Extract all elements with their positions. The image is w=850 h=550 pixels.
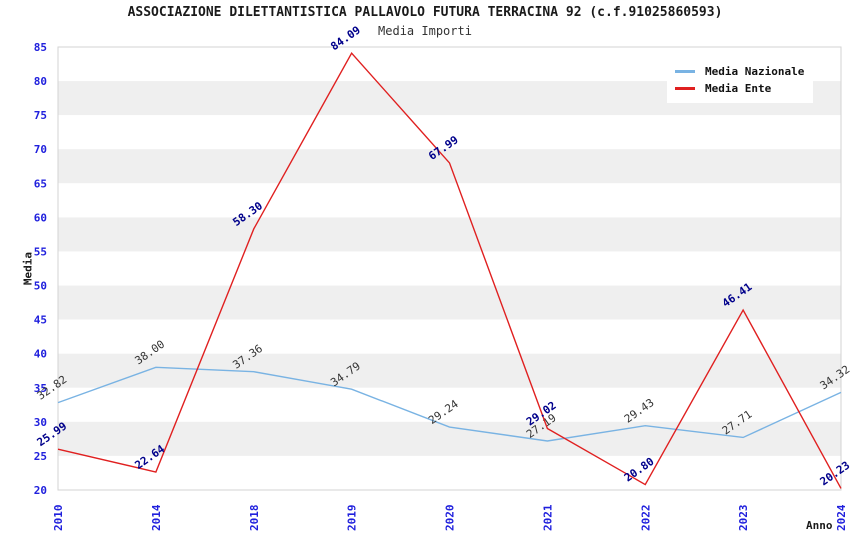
y-tick-label: 50 xyxy=(34,280,47,293)
x-tick-label: 2022 xyxy=(639,505,652,532)
x-tick-label: 2023 xyxy=(737,505,750,532)
y-tick-label: 85 xyxy=(34,41,47,54)
legend: Media Nazionale Media Ente xyxy=(667,57,813,103)
chart-subtitle: Media Importi xyxy=(378,24,472,38)
y-tick-label: 25 xyxy=(34,450,47,463)
y-tick-label: 35 xyxy=(34,382,47,395)
x-tick-label: 2018 xyxy=(248,505,261,532)
plot-border xyxy=(57,46,842,491)
y-tick-label: 65 xyxy=(34,177,47,190)
legend-label-ente: Media Ente xyxy=(705,82,772,95)
y-tick-label: 70 xyxy=(34,143,47,156)
chart-title: ASSOCIAZIONE DILETTANTISTICA PALLAVOLO F… xyxy=(127,5,723,20)
legend-item-media-ente: Media Ente xyxy=(675,81,805,96)
legend-item-media-nazionale: Media Nazionale xyxy=(675,64,805,79)
y-tick-label: 40 xyxy=(34,348,47,361)
x-tick-label: 2024 xyxy=(835,504,848,531)
y-axis-title: Media xyxy=(21,251,35,286)
y-tick-label: 30 xyxy=(34,416,47,429)
y-tick-label: 20 xyxy=(34,484,47,497)
x-tick-label: 2020 xyxy=(444,505,457,532)
plot-band xyxy=(58,115,841,150)
y-tick-label: 45 xyxy=(34,314,47,327)
plot-band xyxy=(58,285,841,320)
y-tick-label: 75 xyxy=(34,109,47,122)
x-axis-title: Anno xyxy=(806,519,833,532)
plot-band xyxy=(58,455,841,490)
plot-band xyxy=(58,387,841,422)
plot-band xyxy=(58,251,841,286)
x-tick-label: 2021 xyxy=(541,504,554,531)
plot-band xyxy=(58,217,841,252)
plot-band xyxy=(58,149,841,184)
y-tick-label: 60 xyxy=(34,211,47,224)
x-tick-label: 2010 xyxy=(52,505,65,532)
legend-label-nazionale: Media Nazionale xyxy=(705,65,805,78)
x-tick-label: 2019 xyxy=(346,505,359,532)
series-line-media-ente xyxy=(57,52,842,489)
y-tick-label: 55 xyxy=(34,245,47,258)
legend-swatch-ente xyxy=(675,87,695,90)
legend-swatch-nazionale xyxy=(675,70,695,73)
plot-band xyxy=(58,319,841,354)
series-line-media-nazionale xyxy=(57,366,842,442)
plot-band xyxy=(58,183,841,218)
x-tick-label: 2014 xyxy=(150,504,163,531)
y-tick-label: 80 xyxy=(34,75,47,88)
plot-band xyxy=(58,353,841,388)
